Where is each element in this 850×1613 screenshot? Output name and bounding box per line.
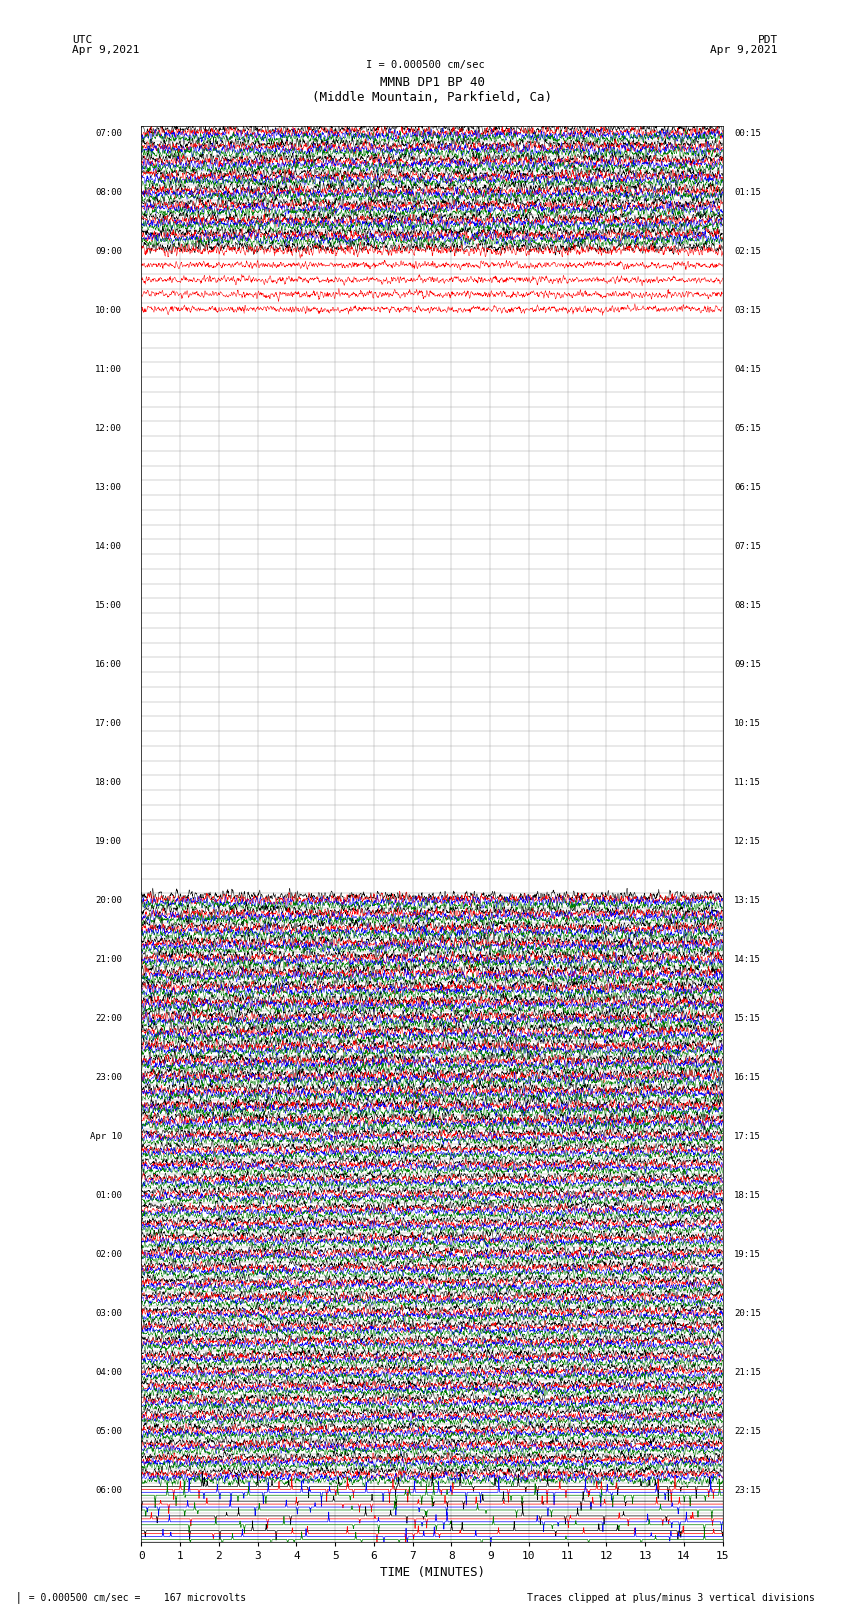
Text: UTC: UTC [72, 35, 93, 45]
Text: 13:00: 13:00 [95, 484, 122, 492]
Text: 20:00: 20:00 [95, 897, 122, 905]
Text: 11:00: 11:00 [95, 365, 122, 374]
Text: 21:00: 21:00 [95, 955, 122, 965]
Text: 17:15: 17:15 [734, 1132, 762, 1142]
Text: 09:15: 09:15 [734, 660, 762, 669]
Text: ⎜ = 0.000500 cm/sec =    167 microvolts: ⎜ = 0.000500 cm/sec = 167 microvolts [17, 1592, 246, 1603]
Text: 06:00: 06:00 [95, 1486, 122, 1495]
Text: 07:15: 07:15 [734, 542, 762, 552]
Text: 13:15: 13:15 [734, 897, 762, 905]
Text: 17:00: 17:00 [95, 719, 122, 727]
Text: 15:00: 15:00 [95, 602, 122, 610]
Text: 20:15: 20:15 [734, 1310, 762, 1318]
Text: 16:00: 16:00 [95, 660, 122, 669]
Text: I = 0.000500 cm/sec: I = 0.000500 cm/sec [366, 60, 484, 69]
Text: 22:00: 22:00 [95, 1015, 122, 1023]
Text: 23:15: 23:15 [734, 1486, 762, 1495]
Text: 01:15: 01:15 [734, 189, 762, 197]
Text: Traces clipped at plus/minus 3 vertical divisions: Traces clipped at plus/minus 3 vertical … [527, 1594, 815, 1603]
Text: 05:00: 05:00 [95, 1428, 122, 1436]
Text: 11:15: 11:15 [734, 777, 762, 787]
Text: 16:15: 16:15 [734, 1073, 762, 1082]
Text: 18:00: 18:00 [95, 777, 122, 787]
Text: 03:00: 03:00 [95, 1310, 122, 1318]
Text: Apr 10: Apr 10 [90, 1132, 122, 1142]
Title: MMNB DP1 BP 40
(Middle Mountain, Parkfield, Ca): MMNB DP1 BP 40 (Middle Mountain, Parkfie… [312, 76, 552, 105]
Text: 12:00: 12:00 [95, 424, 122, 434]
Text: 06:15: 06:15 [734, 484, 762, 492]
Text: 10:15: 10:15 [734, 719, 762, 727]
Text: 23:00: 23:00 [95, 1073, 122, 1082]
Text: 05:15: 05:15 [734, 424, 762, 434]
Text: Apr 9,2021: Apr 9,2021 [711, 45, 778, 55]
Text: 12:15: 12:15 [734, 837, 762, 847]
Text: 19:00: 19:00 [95, 837, 122, 847]
Text: 09:00: 09:00 [95, 247, 122, 256]
Text: Apr 9,2021: Apr 9,2021 [72, 45, 139, 55]
Text: 18:15: 18:15 [734, 1192, 762, 1200]
Text: 02:00: 02:00 [95, 1250, 122, 1260]
Text: 19:15: 19:15 [734, 1250, 762, 1260]
Text: 01:00: 01:00 [95, 1192, 122, 1200]
Text: 07:00: 07:00 [95, 129, 122, 139]
Text: 10:00: 10:00 [95, 306, 122, 315]
Text: 02:15: 02:15 [734, 247, 762, 256]
Text: 08:15: 08:15 [734, 602, 762, 610]
Text: 08:00: 08:00 [95, 189, 122, 197]
Text: 14:15: 14:15 [734, 955, 762, 965]
Text: 03:15: 03:15 [734, 306, 762, 315]
Text: 22:15: 22:15 [734, 1428, 762, 1436]
Text: 15:15: 15:15 [734, 1015, 762, 1023]
Text: 14:00: 14:00 [95, 542, 122, 552]
Text: PDT: PDT [757, 35, 778, 45]
Text: 21:15: 21:15 [734, 1368, 762, 1378]
Text: 04:15: 04:15 [734, 365, 762, 374]
Text: 00:15: 00:15 [734, 129, 762, 139]
Text: 04:00: 04:00 [95, 1368, 122, 1378]
X-axis label: TIME (MINUTES): TIME (MINUTES) [380, 1566, 484, 1579]
